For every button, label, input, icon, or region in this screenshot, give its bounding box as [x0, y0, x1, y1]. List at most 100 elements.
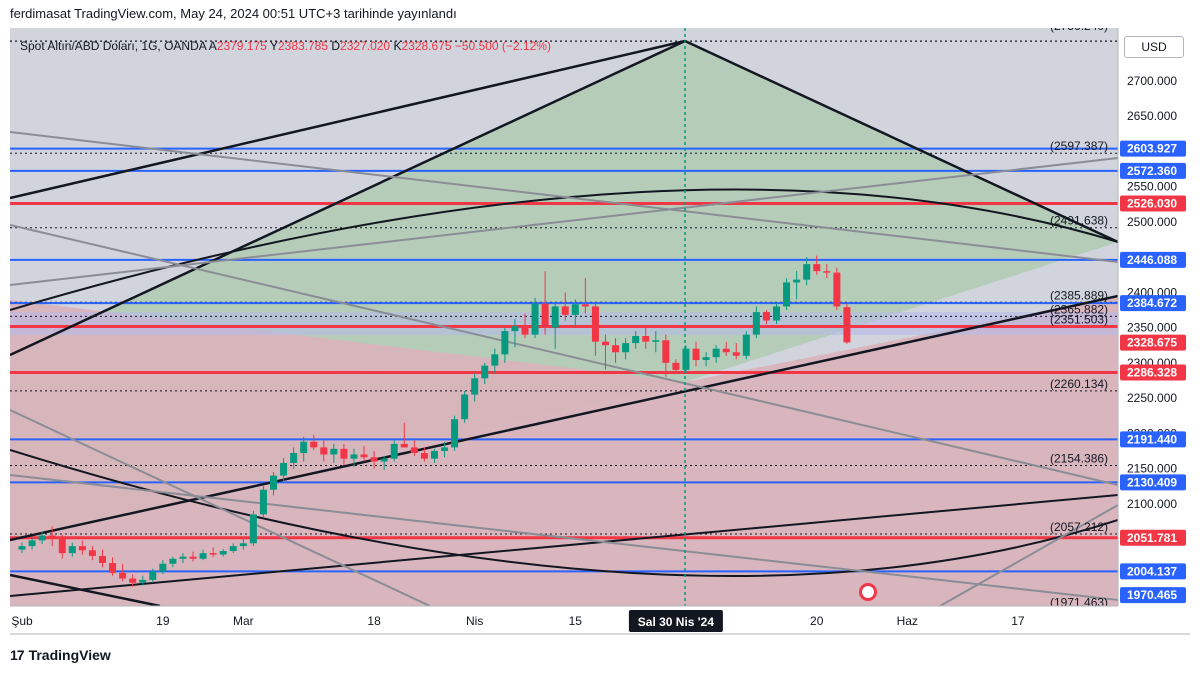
- symbol-legend: Spot Altın/ABD Doları, 1G, OANDA A2379.1…: [20, 39, 551, 53]
- fib-level-label: (2385.889): [1050, 288, 1108, 302]
- candle-body: [571, 304, 579, 315]
- candle-body: [68, 546, 76, 554]
- price-badge: [1120, 431, 1186, 448]
- candle-body: [773, 306, 780, 321]
- candle-body: [682, 348, 690, 370]
- price-badge: [1120, 251, 1186, 268]
- candle-body: [783, 282, 791, 307]
- candle-body: [823, 271, 831, 273]
- candle-body: [239, 543, 247, 547]
- price-tick-label: 2550.000: [1127, 180, 1177, 194]
- candle-body: [672, 362, 680, 370]
- close-label: K: [393, 39, 402, 53]
- candle-body: [561, 306, 569, 315]
- price-badge-label: 2446.088: [1127, 253, 1177, 267]
- candle-body: [612, 345, 620, 353]
- price-badge-label: 2526.030: [1127, 196, 1177, 210]
- price-badge: [1120, 195, 1186, 212]
- candle-body: [119, 572, 127, 579]
- candle-body: [109, 563, 117, 573]
- gray-line-6: [939, 504, 1118, 606]
- candle-body: [793, 279, 801, 283]
- trend-line-lower: [10, 494, 1118, 597]
- crosshair-date-badge: [628, 610, 723, 632]
- candle-body: [330, 448, 338, 455]
- price-badge: [1120, 587, 1186, 604]
- time-tick-label: Haz: [897, 614, 918, 628]
- us-flag-event-icon-inner: [862, 586, 874, 598]
- candle-body: [581, 304, 589, 307]
- low-value: 2327.020: [340, 39, 391, 53]
- time-axis-background: [10, 606, 1118, 634]
- candle-body: [280, 462, 288, 476]
- candle-body: [803, 264, 811, 280]
- candle-body: [270, 475, 277, 490]
- candle-body: [149, 571, 157, 580]
- candle-body: [189, 556, 197, 559]
- candle-body: [632, 336, 640, 344]
- footer-brand: 17 TradingView: [10, 647, 111, 663]
- price-badge: [1120, 140, 1186, 157]
- fib-level-label: (2351.503): [1050, 313, 1108, 327]
- candle-body: [400, 443, 408, 448]
- price-badge-label: 1970.465: [1127, 588, 1177, 602]
- candle-body: [722, 348, 730, 353]
- price-badge-label: 2130.409: [1127, 475, 1177, 489]
- price-badge-label: 2572.360: [1127, 164, 1177, 178]
- gray-line-2: [10, 157, 1118, 286]
- trend-line-support: [10, 294, 1118, 542]
- price-badge: [1120, 474, 1186, 491]
- price-axis-background: [1118, 28, 1200, 606]
- price-badge-label: 2384.672: [1127, 296, 1177, 310]
- fib-level-label: (2260.134): [1050, 377, 1108, 391]
- high-label: Y: [269, 39, 278, 53]
- candle-body: [712, 348, 720, 358]
- fan-line-right: [684, 39, 1118, 244]
- candle-body: [179, 556, 187, 559]
- candle-body: [813, 264, 821, 272]
- candle-body: [591, 306, 599, 342]
- candle-body: [259, 489, 267, 515]
- price-badge-label: 2191.440: [1127, 432, 1177, 446]
- candle-body: [78, 546, 86, 551]
- brand-name: TradingView: [28, 647, 111, 663]
- candle-body: [762, 312, 770, 321]
- candle-body: [441, 447, 449, 451]
- candle-body: [601, 341, 609, 346]
- gray-line-5: [10, 474, 1118, 601]
- price-tick-label: 2350.000: [1127, 321, 1177, 335]
- price-badge-label: 2603.927: [1127, 142, 1177, 156]
- close-value: 2328.675: [401, 39, 452, 53]
- crosshair-date-label: Sal 30 Nis '24: [638, 615, 715, 629]
- candle-body: [300, 441, 308, 454]
- candle-body: [420, 453, 428, 459]
- candle-body: [843, 307, 851, 343]
- low-label: D: [331, 39, 341, 53]
- time-tick-label: 20: [810, 614, 824, 628]
- candle-body: [541, 303, 549, 328]
- price-tick-label: 2700.000: [1127, 74, 1177, 88]
- candle-body: [451, 419, 459, 448]
- price-badge: [1120, 295, 1186, 312]
- candle-body: [752, 312, 760, 335]
- candle-body: [199, 553, 207, 559]
- candle-body: [662, 340, 670, 363]
- candle-body: [290, 453, 298, 463]
- candle-body: [159, 563, 167, 572]
- open-label: A: [208, 39, 217, 53]
- fib-level-label: (2365.882): [1050, 302, 1108, 316]
- candle-body: [481, 365, 489, 379]
- candle-body: [98, 555, 106, 564]
- price-tick-label: 2150.000: [1127, 462, 1177, 476]
- currency-button[interactable]: USD: [1124, 36, 1184, 58]
- price-tick-label: 2250.000: [1127, 391, 1177, 405]
- candle-body: [370, 457, 378, 462]
- candle-body: [471, 378, 479, 395]
- fib-level-label: (2154.386): [1050, 451, 1108, 465]
- candle-body: [380, 458, 388, 462]
- fan-line-left: [10, 39, 686, 357]
- candle-body: [491, 354, 499, 366]
- fib-level-label: (2057.212): [1050, 520, 1108, 534]
- candle-body: [139, 579, 147, 583]
